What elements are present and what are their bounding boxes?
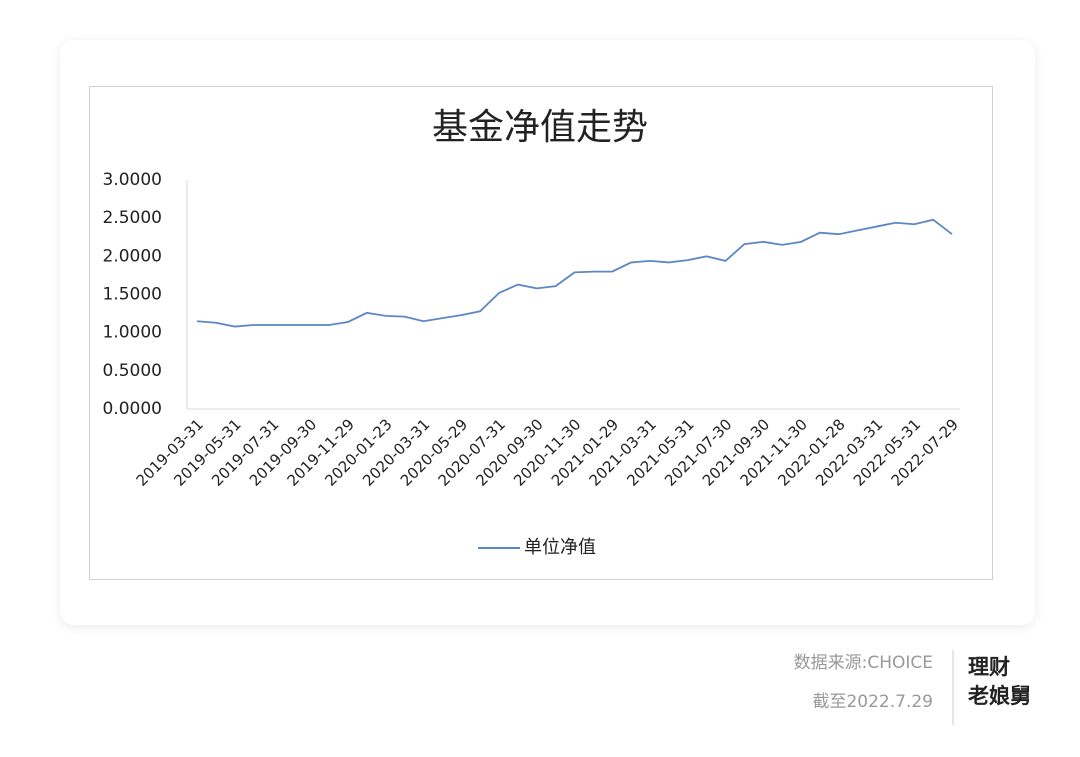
brand: 老娘舅 — [968, 684, 1031, 708]
chart-frame — [89, 86, 993, 580]
y-tick-label: 2.5000 — [103, 208, 162, 228]
y-tick-label: 1.5000 — [103, 285, 162, 305]
line — [196, 218, 953, 328]
y-tick-label: 2.0000 — [103, 246, 162, 266]
legend-label: 单位净值 — [524, 537, 596, 558]
y-tick-label: 3.0000 — [103, 170, 162, 190]
date: 截至2022.7.29 — [812, 692, 933, 712]
y-tick-label: 0.0000 — [103, 399, 162, 419]
y-tick-label: 0.5000 — [103, 361, 162, 381]
brand: 理财 — [968, 655, 1010, 679]
chart-title: 基金净值走势 — [432, 107, 648, 148]
source: 数据来源:CHOICE — [794, 653, 933, 673]
y-tick-label: 1.0000 — [103, 323, 162, 343]
